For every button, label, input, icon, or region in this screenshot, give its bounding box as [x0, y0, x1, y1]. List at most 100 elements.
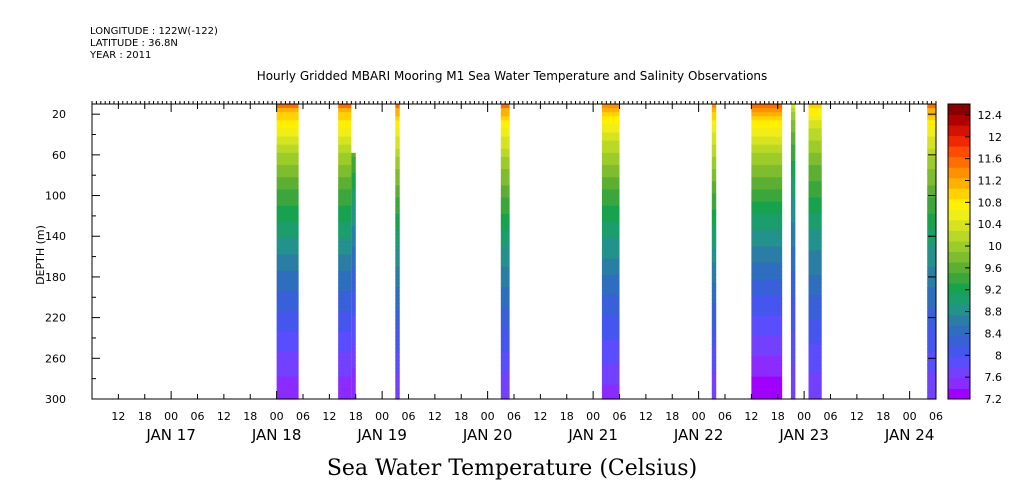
data-cell: [601, 368, 620, 374]
data-cell: [338, 197, 352, 203]
data-cell: [711, 226, 717, 231]
data-cell: [808, 104, 822, 109]
data-cell: [711, 356, 717, 361]
data-cell: [500, 287, 510, 292]
data-cell: [790, 120, 796, 125]
data-cell: [276, 315, 299, 321]
data-cell: [500, 319, 510, 325]
data-cell: [601, 270, 620, 276]
data-cell: [276, 165, 299, 170]
colorbar-swatch: [948, 114, 970, 126]
data-cell: [351, 278, 356, 284]
data-cell: [276, 209, 299, 215]
data-column: [711, 104, 717, 400]
data-cell: [395, 340, 400, 345]
data-cell: [751, 299, 783, 304]
x-tick-label: 00: [164, 410, 178, 423]
data-cell: [711, 307, 717, 313]
data-cell: [751, 384, 783, 390]
data-cell: [395, 270, 400, 276]
data-cell: [751, 104, 783, 109]
data-cell: [711, 295, 717, 300]
data-cell: [338, 295, 352, 300]
data-cell: [276, 303, 299, 309]
data-cell: [751, 352, 783, 357]
data-cell: [808, 238, 822, 243]
data-cell: [276, 335, 299, 341]
data-cell: [500, 250, 510, 256]
data-cell: [338, 388, 352, 394]
data-cell: [927, 132, 936, 138]
data-cell: [601, 254, 620, 260]
data-cell: [351, 201, 356, 207]
data-cell: [711, 348, 717, 353]
data-cell: [338, 116, 352, 121]
data-cell: [351, 169, 356, 174]
data-cell: [338, 274, 352, 280]
data-cell: [276, 140, 299, 146]
data-cell: [751, 376, 783, 382]
data-cell: [751, 201, 783, 207]
data-cell: [927, 148, 936, 154]
data-cell: [711, 380, 717, 386]
data-cell: [500, 254, 510, 260]
colorbar-swatch: [948, 188, 970, 200]
data-cell: [338, 340, 352, 345]
data-cell: [808, 352, 822, 357]
data-cell: [338, 291, 352, 296]
data-cell: [395, 124, 400, 130]
data-cell: [711, 120, 717, 125]
data-cell: [790, 132, 796, 138]
data-cell: [276, 274, 299, 280]
data-cell: [927, 108, 936, 113]
x-tick-label: 06: [402, 410, 416, 423]
data-cell: [276, 112, 299, 117]
data-cell: [351, 368, 356, 374]
data-cell: [790, 368, 796, 374]
data-cell: [276, 124, 299, 130]
data-cell: [601, 242, 620, 248]
data-cell: [276, 169, 299, 174]
data-cell: [338, 376, 352, 382]
data-cell: [927, 156, 936, 162]
data-cell: [500, 116, 510, 121]
data-cell: [711, 156, 717, 162]
data-cell: [711, 148, 717, 154]
data-cell: [601, 266, 620, 272]
data-cell: [338, 156, 352, 162]
y-tick-label: 180: [45, 271, 66, 284]
data-cell: [338, 319, 352, 325]
data-cell: [790, 283, 796, 288]
data-cell: [395, 360, 400, 366]
data-cell: [808, 303, 822, 309]
data-cell: [276, 380, 299, 386]
data-cell: [276, 254, 299, 260]
data-cell: [351, 193, 356, 199]
colorbar-label: 7.2: [985, 393, 1003, 406]
y-tick-label: 140: [45, 230, 66, 243]
data-cell: [338, 226, 352, 231]
data-cell: [808, 335, 822, 341]
data-cell: [790, 307, 796, 313]
data-cell: [790, 356, 796, 361]
data-cell: [276, 319, 299, 325]
data-cell: [711, 335, 717, 341]
data-cell: [711, 360, 717, 366]
data-cell: [276, 156, 299, 162]
data-cell: [338, 352, 352, 357]
data-cell: [601, 120, 620, 125]
data-cell: [500, 234, 510, 239]
data-cell: [338, 254, 352, 260]
data-cell: [338, 112, 352, 117]
data-cell: [808, 262, 822, 268]
x-tick-label: 12: [322, 410, 336, 423]
data-cell: [500, 144, 510, 150]
data-cell: [751, 234, 783, 239]
data-cell: [790, 287, 796, 292]
data-cell: [927, 360, 936, 366]
data-cell: [808, 165, 822, 170]
data-cell: [276, 116, 299, 121]
data-cell: [808, 144, 822, 150]
colorbar-swatch: [948, 356, 970, 368]
data-cell: [790, 303, 796, 309]
